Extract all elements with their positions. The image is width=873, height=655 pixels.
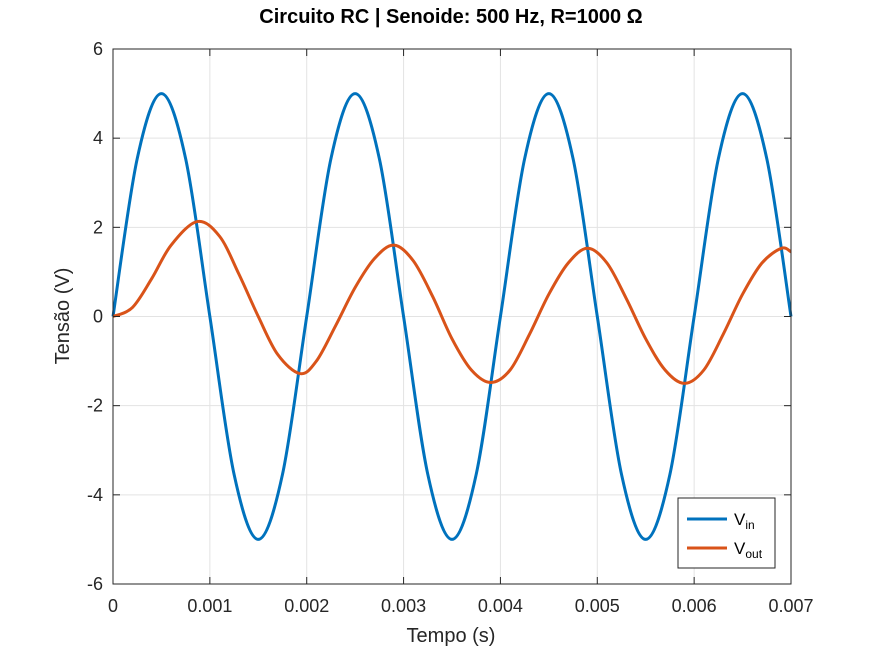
y-axis-label: Tensão (V) bbox=[52, 268, 74, 365]
y-tick-label: 6 bbox=[93, 39, 103, 59]
legend-label: V bbox=[734, 539, 746, 558]
legend-label-subscript: out bbox=[745, 547, 762, 561]
series-layer bbox=[111, 92, 793, 541]
x-tick-label: 0.006 bbox=[672, 596, 717, 616]
x-tick-label: 0.005 bbox=[575, 596, 620, 616]
x-tick-label: 0.001 bbox=[187, 596, 232, 616]
series-line-out bbox=[112, 219, 792, 385]
legend-entry-out: Vout bbox=[734, 539, 763, 561]
x-tick-label: 0.002 bbox=[284, 596, 329, 616]
legend-entry-in: Vin bbox=[734, 510, 755, 532]
x-tick-label: 0.003 bbox=[381, 596, 426, 616]
chart-title: Circuito RC | Senoide: 500 Hz, R=1000 Ω bbox=[259, 6, 642, 28]
axis-ticks: 0 0.001 0.002 0.003 0.004 0.005 0.006 0.007 -6 -4… bbox=[87, 39, 814, 616]
legend-box bbox=[677, 497, 776, 569]
y-tick-label: -6 bbox=[87, 574, 103, 594]
y-tick-label: -4 bbox=[87, 485, 103, 505]
x-tick-label: 0.007 bbox=[768, 596, 813, 616]
y-tick-label: 0 bbox=[93, 307, 103, 327]
y-tick-label: 2 bbox=[93, 217, 103, 237]
legend-label: V bbox=[734, 510, 746, 529]
x-tick-label: 0.004 bbox=[478, 596, 523, 616]
y-tick-label: 4 bbox=[93, 128, 103, 148]
x-axis-label: Tempo (s) bbox=[407, 625, 496, 647]
x-tick-label: 0 bbox=[108, 596, 118, 616]
legend-label-subscript: in bbox=[745, 518, 754, 532]
series-line-in bbox=[111, 92, 793, 541]
y-tick-label: -2 bbox=[87, 396, 103, 416]
